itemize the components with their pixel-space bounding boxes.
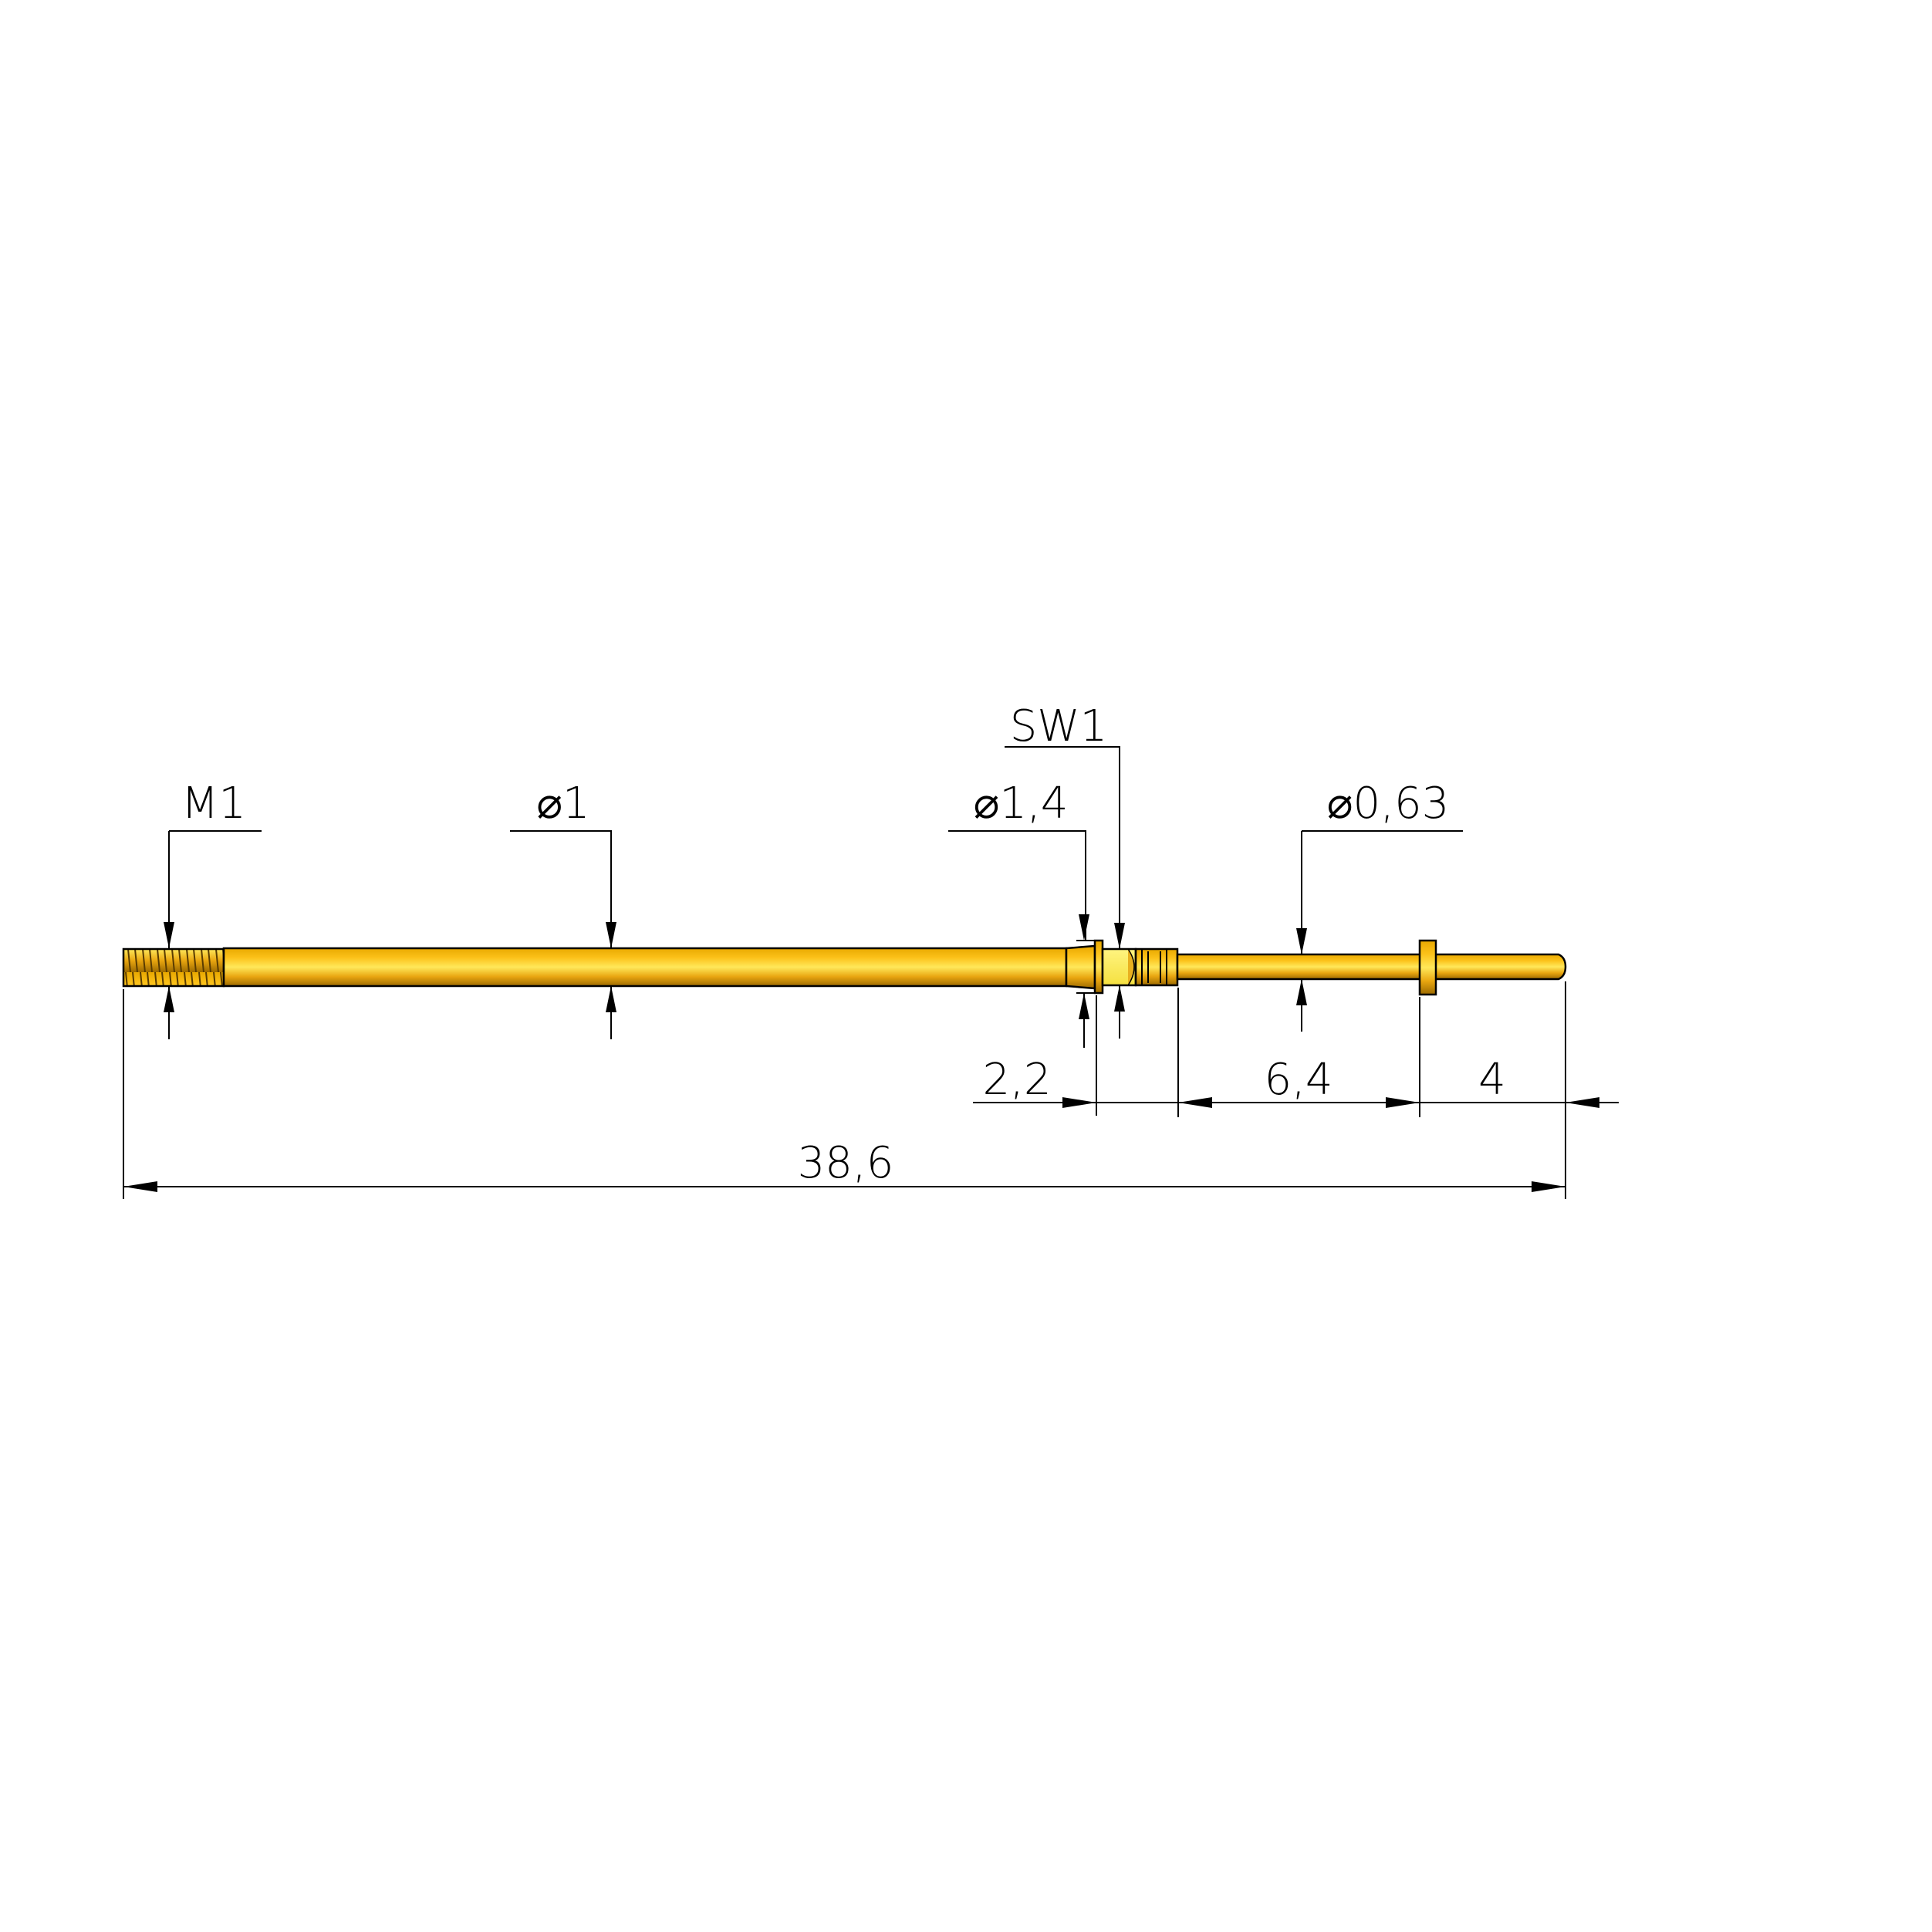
label-tip-diameter: ⌀0,63 [1327, 779, 1449, 829]
label-collar-diameter: ⌀1,4 [974, 779, 1069, 829]
cone-section [1065, 944, 1096, 990]
grooves [1141, 949, 1167, 985]
dim-overall-length: 38,6 [798, 1138, 894, 1188]
label-shaft-diameter: ⌀1 [536, 779, 589, 829]
main-shaft [222, 947, 1068, 988]
dim-flange-to-tip: 4 [1478, 1055, 1506, 1105]
label-thread: M1 [181, 779, 246, 829]
dimension-lines [123, 746, 1619, 1199]
pin [122, 939, 1567, 996]
flange [1418, 939, 1437, 996]
tip-shaft [1176, 953, 1567, 981]
label-wrench-size: SW1 [1010, 701, 1108, 752]
dim-collar-to-grooves: 2,2 [982, 1055, 1051, 1105]
collar [1093, 939, 1104, 995]
thread-section [122, 947, 225, 988]
dim-grooves-to-flange: 6,4 [1264, 1055, 1332, 1105]
hex-chamfer [1127, 948, 1135, 986]
